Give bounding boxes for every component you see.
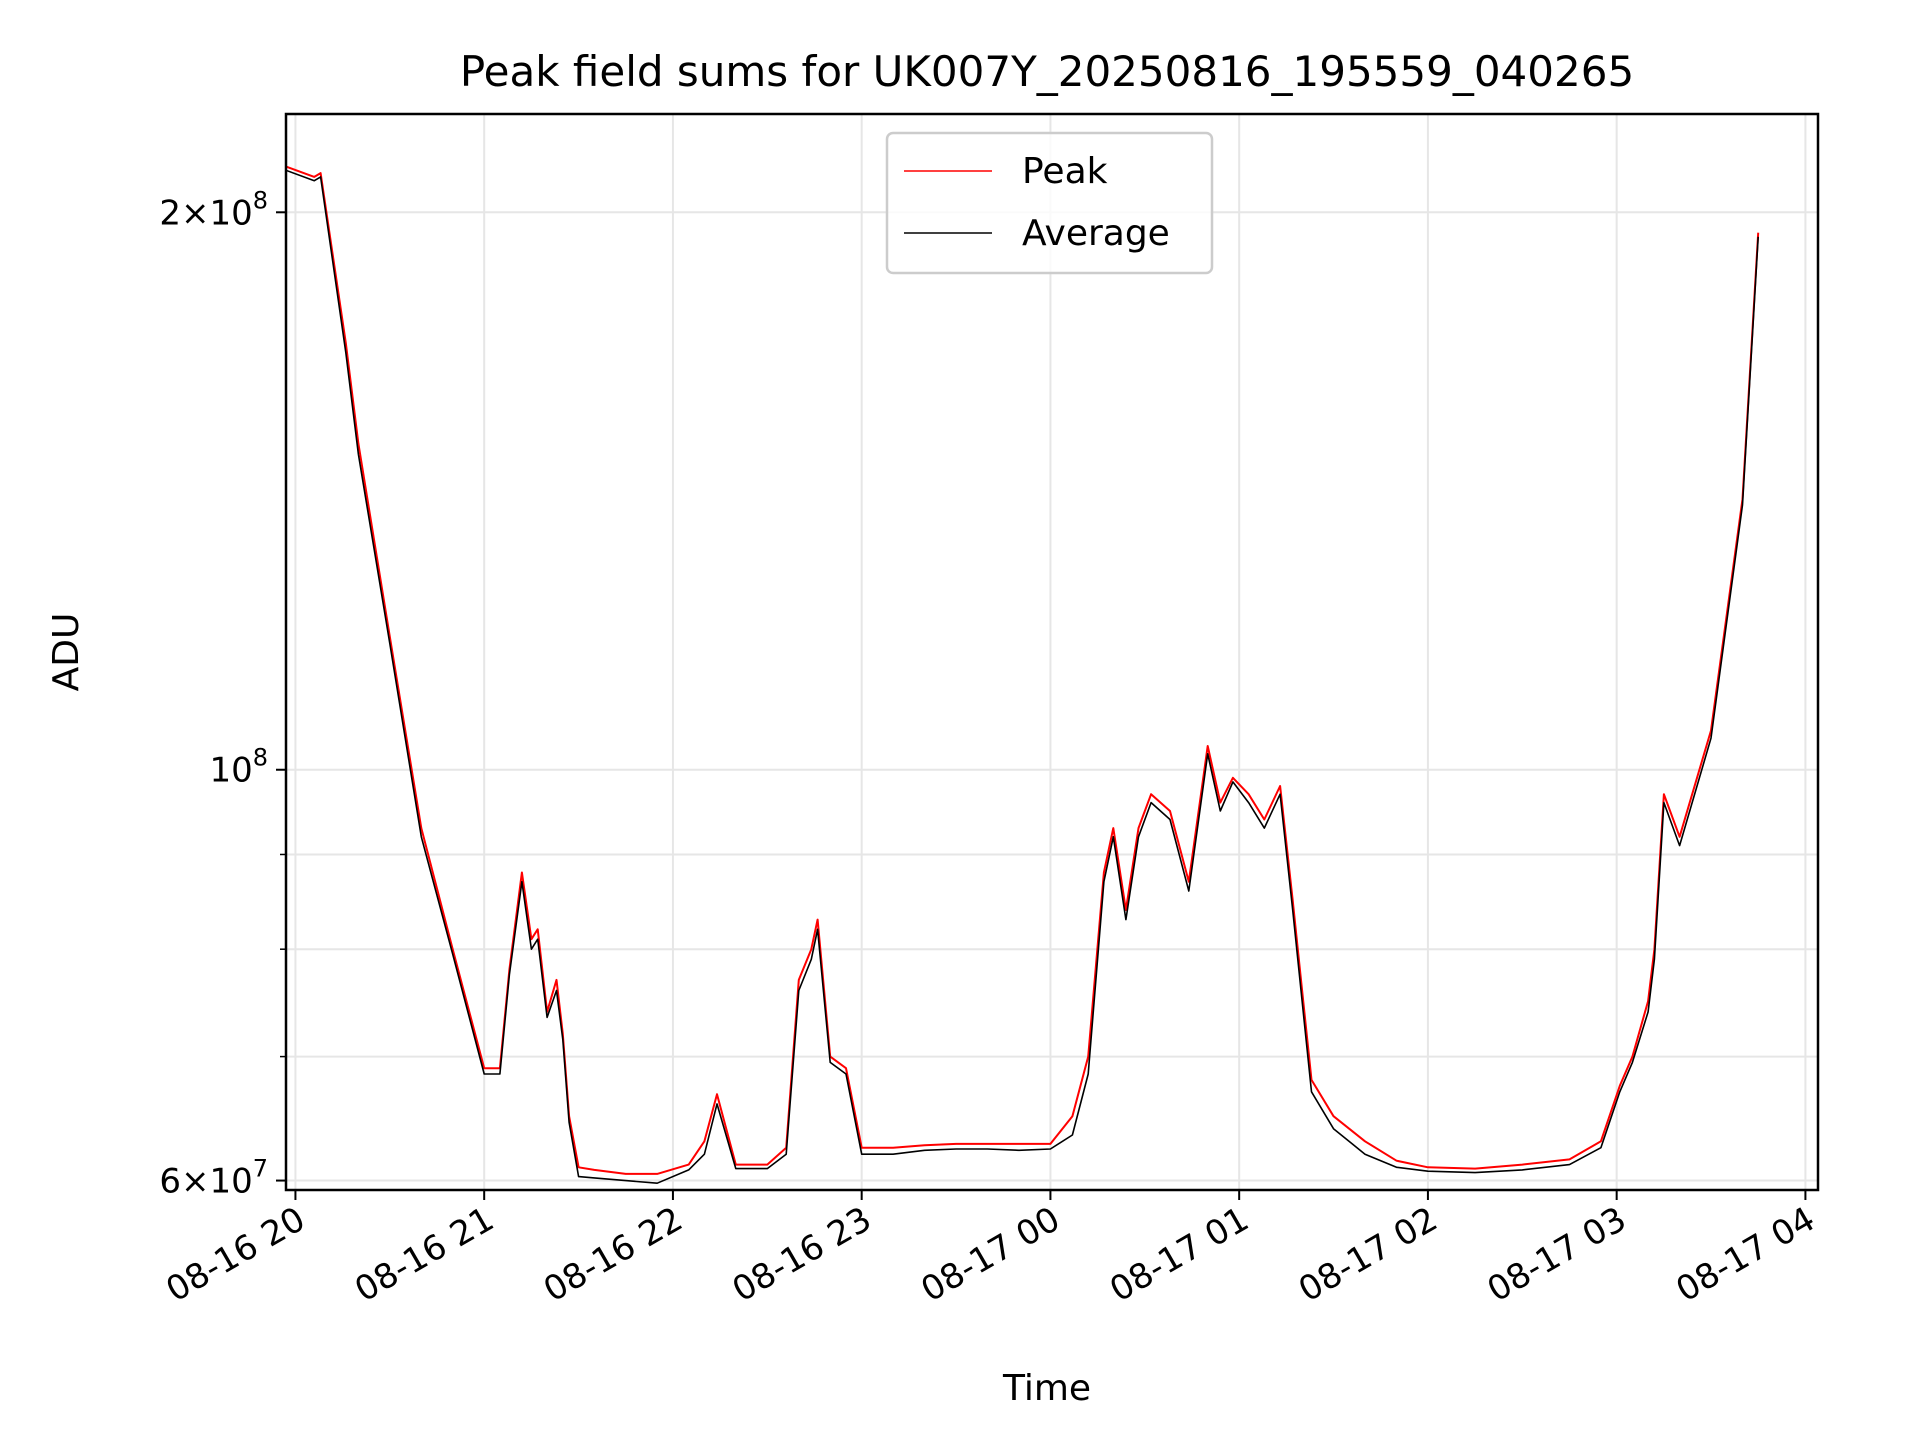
- y-tick-label-base: 2×10: [159, 193, 252, 233]
- legend: Peak Average: [885, 131, 1214, 275]
- y-tick-label-base: 10: [209, 751, 252, 791]
- series-line-peak: [286, 165, 1760, 1175]
- legend-label-peak: Peak: [1022, 151, 1108, 192]
- y-tick-label-base: 6×10: [159, 1162, 252, 1202]
- plot-frame: [284, 112, 1820, 1192]
- y-tick-label-exponent: 7: [253, 1155, 268, 1183]
- x-axis-label: Time: [1002, 1368, 1091, 1409]
- y-tick-label-exponent: 8: [253, 186, 268, 214]
- legend-box: [885, 131, 1214, 275]
- legend-label-average: Average: [1022, 213, 1170, 254]
- y-tick-label-exponent: 8: [253, 744, 268, 772]
- y-tick-label: 2×108: [159, 186, 268, 233]
- series-layer: [286, 165, 1760, 1184]
- y-tick-label: 6×107: [159, 1155, 268, 1202]
- y-axis-label: ADU: [46, 613, 87, 692]
- series-line-average: [286, 169, 1759, 1184]
- chart-title: Peak field sums for UK007Y_20250816_1955…: [460, 47, 1634, 96]
- grid: [286, 114, 1818, 1190]
- y-tick-label: 108: [209, 744, 268, 791]
